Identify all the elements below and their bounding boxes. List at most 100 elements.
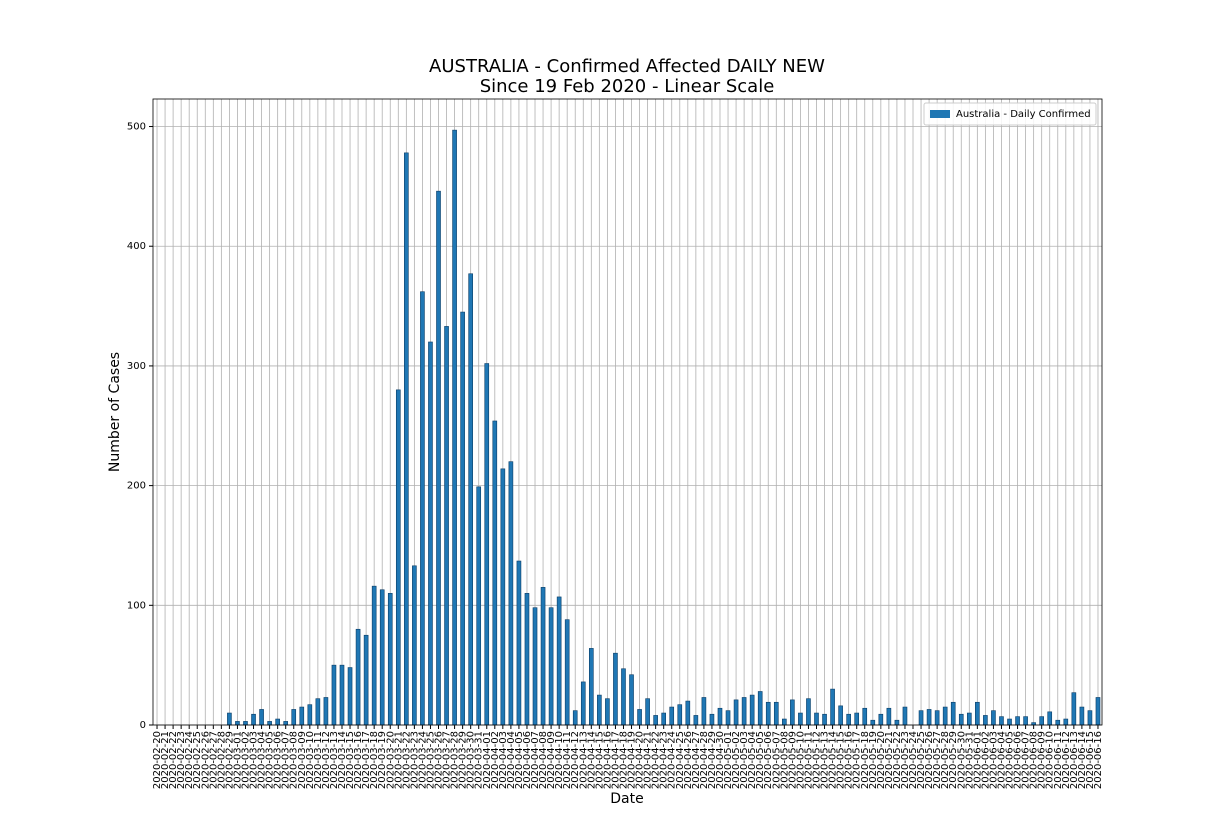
y-tick-label: 400 [127,241,146,252]
bar [291,709,297,726]
bar [379,589,385,726]
x-tick-label: 2020-03-09 [297,731,308,789]
y-tick-label: 100 [127,600,146,611]
x-tick-label: 2020-03-16 [353,731,364,789]
x-tick-label: 2020-02-25 [192,731,203,789]
bar [500,468,506,726]
bar [387,593,393,726]
x-tick-label: 2020-03-14 [337,731,348,789]
bar [307,704,313,726]
x-tick-label: 2020-06-14 [1077,731,1088,789]
x-tick-label: 2020-03-03 [249,731,260,789]
x-tick-label: 2020-04-16 [602,731,613,789]
bar [846,713,851,726]
bar [862,707,868,726]
x-tick-label: 2020-02-20 [152,731,163,789]
x-tick-label: 2020-04-01 [482,731,493,789]
x-tick-label: 2020-03-29 [458,731,469,789]
x-tick-label: 2020-04-26 [683,731,694,789]
bar [235,721,240,726]
x-tick-label: 2020-06-08 [1029,731,1040,789]
bar [259,709,264,726]
x-tick-label: 2020-04-12 [570,731,581,789]
x-tick-label: 2020-04-02 [490,731,501,789]
bar [902,706,908,726]
x-tick-label: 2020-03-07 [281,731,292,789]
x-tick-label: 2020-03-01 [232,731,243,789]
bar [1087,710,1093,726]
x-tick-label: 2020-02-23 [176,731,187,789]
x-tick-label: 2020-04-04 [506,731,517,789]
x-tick-label: 2020-06-11 [1053,731,1064,789]
bar [572,710,578,726]
bar [773,701,779,726]
bar [1055,719,1061,726]
x-tick-label: 2020-06-01 [972,731,983,789]
x-tick-label: 2020-04-18 [618,731,629,789]
legend-box [923,102,1097,126]
x-tick-label: 2020-05-20 [876,731,887,789]
x-tick-label: 2020-06-03 [988,731,999,789]
x-tick-label: 2020-03-10 [305,731,316,789]
y-tick-label: 200 [127,481,146,492]
x-tick-label: 2020-03-28 [450,731,461,789]
bar [749,694,755,726]
bar [243,721,248,726]
bar [412,565,417,726]
bar [588,648,594,726]
bar [709,713,715,726]
x-tick-label: 2020-05-08 [779,731,790,789]
bar [669,706,675,726]
bar [452,129,457,726]
legend-swatch [930,110,950,118]
x-tick-label: 2020-05-10 [795,731,806,789]
x-tick-label: 2020-04-20 [635,731,646,789]
x-tick-label: 2020-02-28 [216,731,227,789]
bar [798,712,803,726]
bar [1063,718,1069,726]
bar [468,273,473,726]
bar [725,710,731,726]
bar [1023,716,1028,726]
x-tick-label: 2020-03-19 [377,731,388,789]
x-tick-label: 2020-04-21 [643,731,654,789]
bar [532,607,538,726]
chart-subtitle: Since 19 Feb 2020 - Linear Scale [480,76,775,97]
x-tick-label: 2020-03-11 [313,731,324,789]
x-tick-label: 2020-06-10 [1045,731,1056,789]
x-tick-label: 2020-06-07 [1021,731,1032,789]
x-tick-label: 2020-02-22 [168,731,179,789]
x-tick-label: 2020-03-17 [361,731,372,789]
x-tick-label: 2020-02-26 [200,731,211,789]
x-tick-label: 2020-03-21 [393,731,404,789]
bar [806,698,811,726]
bar [950,701,956,726]
bar [983,715,988,726]
plot-frame [152,98,1103,726]
bar [476,486,482,726]
bar [524,593,530,726]
bar [1039,716,1044,726]
x-tick-label: 2020-03-24 [417,731,428,789]
x-tick-label: 2020-05-14 [828,731,839,789]
bar [355,628,361,726]
bar [428,341,433,726]
bar [942,706,948,726]
bar [283,721,289,726]
x-tick-label: 2020-03-15 [345,731,356,789]
x-tick-label: 2020-05-28 [940,731,951,789]
bar [564,619,570,726]
x-tick-label: 2020-04-24 [667,731,678,789]
bar [894,719,900,726]
x-tick-label: 2020-03-20 [385,731,396,789]
x-tick-label: 2020-06-13 [1069,731,1080,789]
bar [765,701,771,726]
x-tick-label: 2020-03-30 [466,731,477,789]
bar [444,326,449,726]
bar [934,710,940,726]
x-tick-label: 2020-04-06 [522,731,533,789]
bar [629,674,634,726]
bar [693,715,699,726]
x-tick-label: 2020-04-14 [586,731,597,789]
